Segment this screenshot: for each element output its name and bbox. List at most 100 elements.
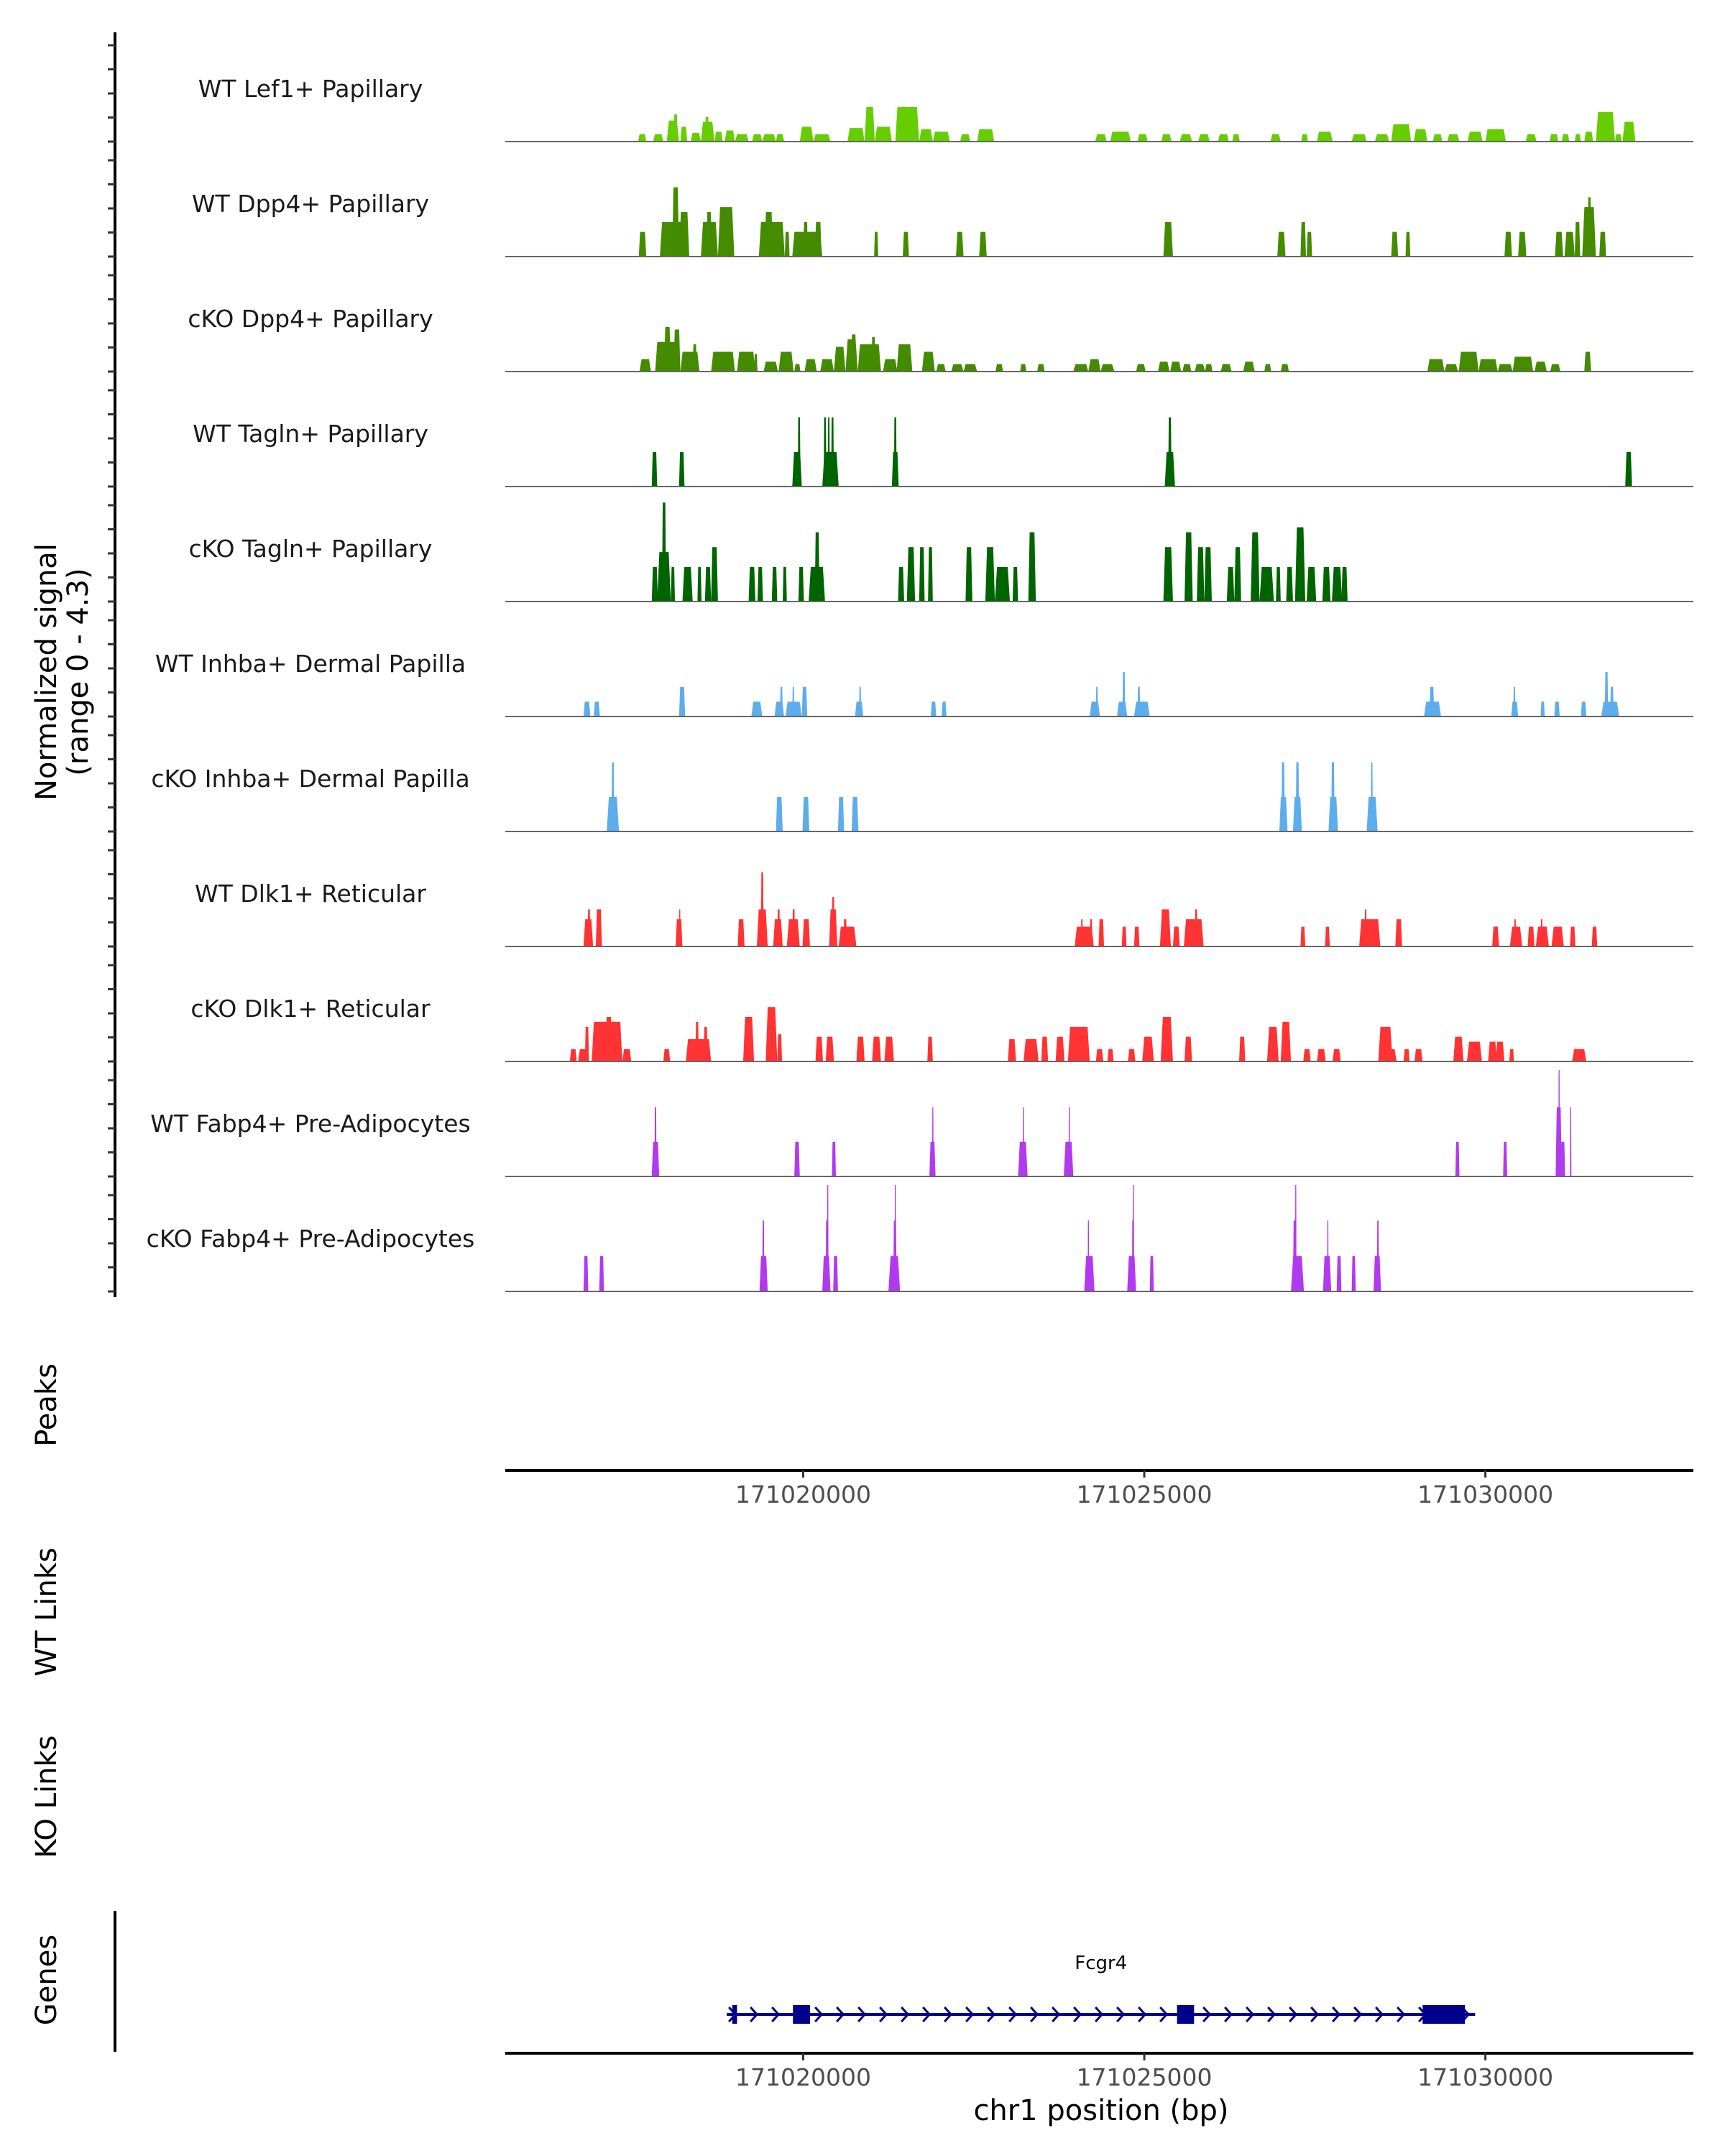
signal-peak — [814, 532, 820, 602]
signal-peak — [1137, 134, 1148, 142]
track-label: WT Inhba+ Dermal Papilla — [155, 650, 466, 678]
signal-peak — [1127, 1256, 1136, 1291]
signal-peak — [1286, 566, 1293, 602]
strand-arrow-icon — [1202, 2006, 1212, 2023]
signal-peak — [704, 116, 709, 142]
x-tick-label: 171025000 — [1077, 2063, 1213, 2091]
signal-peak — [678, 686, 686, 717]
track: WT Dlk1+ Reticular — [195, 872, 1693, 947]
signal-peak — [1391, 231, 1399, 257]
signal-peak — [654, 1107, 657, 1176]
signal-peak — [884, 1036, 894, 1061]
signal-peak — [1023, 1107, 1025, 1176]
signal-peak — [850, 334, 857, 372]
strand-arrow-icon — [1138, 2006, 1147, 2023]
signal-peak — [1306, 566, 1317, 602]
signal-peak — [784, 231, 790, 257]
strand-arrow-icon — [771, 2006, 781, 2023]
signal-peak — [1555, 231, 1563, 257]
signal-peak — [1184, 1036, 1192, 1061]
signal-peak — [760, 872, 764, 946]
signal-peak — [682, 566, 693, 602]
signal-peak — [1596, 111, 1615, 142]
signal-peak — [1300, 221, 1306, 257]
signal-peak — [977, 129, 995, 142]
signal-peak — [673, 114, 678, 142]
signal-peak — [814, 221, 822, 257]
signal-peak — [919, 547, 925, 602]
signal-peak — [1317, 1049, 1326, 1061]
signal-peak — [1444, 364, 1458, 372]
signal-peak — [792, 686, 795, 717]
signal-peak — [695, 1021, 699, 1061]
track-label: cKO Dpp4+ Papillary — [188, 305, 433, 333]
signal-peak — [1332, 566, 1343, 602]
signal-peak — [794, 364, 801, 372]
signal-peak — [1341, 566, 1348, 602]
signal-peak — [757, 566, 763, 602]
gene-exon — [732, 2005, 737, 2024]
signal-peak — [864, 106, 875, 142]
signal-peak — [838, 926, 857, 946]
signal-peak — [1184, 532, 1193, 602]
signal-peak — [1251, 532, 1260, 602]
signal-peak — [639, 359, 651, 372]
signal-peak — [871, 336, 876, 372]
signal-peak — [1024, 1039, 1039, 1061]
signal-peak — [936, 364, 946, 372]
signal-peak — [1336, 1256, 1342, 1291]
signal-peak — [895, 106, 919, 142]
strand-arrow-icon — [1116, 2006, 1126, 2023]
signal-peak — [1041, 1036, 1049, 1061]
signal-peak — [672, 187, 679, 257]
signal-peak — [1277, 231, 1286, 257]
gene-name: Fcgr4 — [1075, 1953, 1127, 1974]
signal-peak — [898, 566, 904, 602]
track-label: WT Fabp4+ Pre-Adipocytes — [150, 1110, 470, 1138]
signal-peak — [1306, 231, 1312, 257]
signal-peak — [859, 686, 862, 717]
signal-peak — [737, 919, 745, 946]
signal-peak — [1614, 134, 1622, 142]
signal-peak — [1294, 1185, 1297, 1291]
signal-peak — [851, 796, 859, 831]
signal-peak — [675, 919, 683, 946]
gene-exon — [793, 2005, 810, 2024]
signal-y-axis-ticks — [108, 44, 115, 1293]
strand-arrow-icon — [836, 2006, 845, 2023]
signal-peak — [1172, 926, 1180, 946]
signal-peak — [834, 346, 846, 372]
signal-peak — [951, 364, 964, 372]
signal-peak — [1137, 686, 1141, 717]
signal-peak — [673, 329, 681, 372]
signal-peak — [653, 134, 663, 142]
signal-peak — [1378, 1049, 1397, 1061]
signal-peak — [1132, 1185, 1134, 1291]
signal-peak — [1327, 1220, 1329, 1291]
signal-peak — [1497, 364, 1513, 372]
signal-peak — [872, 1036, 881, 1061]
ko-links-panel-label: KO Links — [30, 1736, 63, 1858]
strand-arrow-icon — [1332, 2006, 1341, 2023]
signal-peak — [857, 344, 881, 372]
signal-peak — [1090, 919, 1092, 946]
signal-peak — [894, 1185, 896, 1291]
signal-peak — [802, 796, 810, 831]
signal-peak — [1158, 361, 1170, 372]
signal-peak — [1492, 926, 1499, 946]
signal-peak — [1280, 1021, 1292, 1061]
signal-peak — [1204, 547, 1213, 602]
signal-peak — [1295, 762, 1300, 831]
strand-arrow-icon — [1246, 2006, 1255, 2023]
signal-peak — [1107, 1049, 1114, 1061]
signal-peak — [942, 701, 947, 717]
signal-peak — [1322, 1256, 1332, 1291]
signal-peak — [1068, 1107, 1070, 1176]
signal-peak — [1195, 364, 1205, 372]
signal-peak — [799, 126, 814, 142]
signal-peak — [1294, 527, 1306, 602]
strand-arrow-icon — [1030, 2006, 1039, 2023]
signal-peak — [1525, 134, 1537, 142]
signal-peak — [1037, 364, 1045, 372]
signal-peak — [1376, 1220, 1379, 1291]
